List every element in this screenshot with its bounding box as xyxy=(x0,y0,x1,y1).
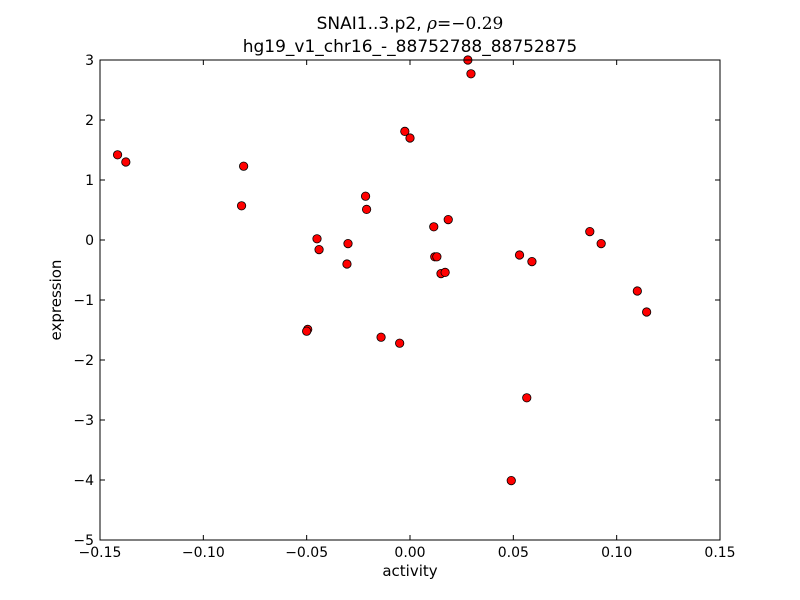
y-tick-label: −4 xyxy=(73,473,94,489)
x-tick-label: −0.05 xyxy=(285,545,328,561)
data-point xyxy=(466,69,476,79)
data-point xyxy=(400,126,410,136)
y-tick-label: −3 xyxy=(73,413,94,429)
y-tick-label: −2 xyxy=(73,353,94,369)
data-point xyxy=(312,234,322,244)
y-tick-label: −5 xyxy=(73,533,94,549)
x-tick-label: 0.05 xyxy=(498,545,529,561)
x-tick-label: 0.00 xyxy=(394,545,425,561)
y-tick-label: 1 xyxy=(85,173,94,189)
data-point xyxy=(522,393,532,403)
data-point xyxy=(314,245,324,255)
plot-area: −0.15 −0.10 −0.05 0.00 0.05 0.10 0.15 −5 −4 −3 −2 −… xyxy=(73,53,735,561)
data-point xyxy=(432,252,442,262)
chart-title-line-1: SNAI1..3.p2, ρ=−0.29 xyxy=(317,14,504,34)
y-tick-label: 2 xyxy=(85,113,94,129)
chart-title-value: =−0.29 xyxy=(437,14,503,34)
chart-title-prefix: SNAI1..3.p2, xyxy=(317,14,427,34)
data-point xyxy=(343,239,353,249)
x-tick-label: −0.15 xyxy=(79,545,122,561)
data-point xyxy=(527,256,537,267)
data-point xyxy=(376,332,386,342)
chart-title-rho: ρ xyxy=(426,14,437,34)
data-point xyxy=(121,157,131,167)
data-point xyxy=(585,227,595,237)
plot-frame xyxy=(99,59,721,541)
y-tick-label: 0 xyxy=(85,233,94,249)
data-point xyxy=(395,338,405,348)
data-point xyxy=(429,222,439,232)
data-point xyxy=(239,161,249,171)
y-tick-label: −1 xyxy=(73,293,94,309)
data-point xyxy=(236,201,247,211)
data-point xyxy=(360,191,371,201)
data-point xyxy=(342,259,352,269)
data-point xyxy=(302,326,312,336)
y-tick-label: 3 xyxy=(85,53,94,69)
data-point xyxy=(632,286,642,296)
data-point xyxy=(596,239,606,249)
y-axis-label: expression xyxy=(47,260,65,341)
x-tick-label: −0.10 xyxy=(182,545,225,561)
data-point xyxy=(361,204,372,214)
x-tick-label: 0.15 xyxy=(704,545,735,561)
data-point xyxy=(514,250,525,260)
data-point xyxy=(405,133,415,143)
data-point xyxy=(112,150,123,160)
data-point xyxy=(506,475,516,486)
x-axis-label: activity xyxy=(382,562,437,580)
data-point xyxy=(440,267,450,277)
data-point xyxy=(642,307,652,317)
x-tick-label: 0.10 xyxy=(601,545,632,561)
chart-title-line-2: hg19_v1_chr16_-_88752788_88752875 xyxy=(243,37,578,57)
data-point xyxy=(443,215,453,225)
